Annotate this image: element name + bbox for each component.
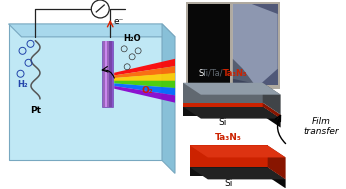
Polygon shape [114, 59, 175, 75]
Text: e⁻: e⁻ [113, 17, 124, 26]
Text: Si: Si [219, 118, 227, 127]
Polygon shape [190, 146, 268, 167]
Text: Ti/Ta/: Ti/Ta/ [201, 69, 223, 78]
Polygon shape [190, 167, 285, 179]
Polygon shape [233, 4, 277, 85]
Polygon shape [102, 41, 113, 107]
Polygon shape [183, 107, 281, 119]
Polygon shape [186, 2, 280, 89]
Text: Pt: Pt [30, 106, 41, 115]
Polygon shape [114, 86, 175, 103]
Text: Si: Si [225, 179, 233, 188]
Polygon shape [190, 146, 285, 157]
Polygon shape [9, 24, 162, 160]
Polygon shape [105, 41, 108, 107]
Polygon shape [183, 83, 281, 95]
Polygon shape [263, 103, 281, 119]
Polygon shape [162, 24, 175, 173]
Polygon shape [183, 107, 263, 116]
Polygon shape [114, 81, 175, 88]
Polygon shape [114, 66, 175, 78]
Polygon shape [114, 83, 175, 95]
Polygon shape [268, 167, 285, 188]
Polygon shape [107, 41, 110, 107]
Polygon shape [183, 103, 263, 107]
Polygon shape [103, 41, 106, 107]
Text: Ta₃N₅: Ta₃N₅ [215, 132, 242, 142]
Polygon shape [188, 4, 230, 85]
Text: Si: Si [198, 69, 206, 78]
Polygon shape [183, 83, 263, 103]
Circle shape [91, 0, 109, 18]
Text: O₂: O₂ [141, 86, 153, 95]
Polygon shape [268, 146, 285, 179]
Text: Ta₃N₅: Ta₃N₅ [223, 69, 247, 78]
Polygon shape [233, 59, 255, 85]
Text: Film
transfer: Film transfer [304, 117, 339, 136]
Text: H₂O: H₂O [123, 34, 141, 43]
Polygon shape [114, 73, 175, 81]
Polygon shape [9, 24, 175, 37]
Polygon shape [109, 41, 112, 107]
Text: H₂: H₂ [17, 80, 28, 89]
Polygon shape [190, 167, 268, 176]
Polygon shape [263, 83, 281, 115]
Polygon shape [263, 107, 281, 128]
Polygon shape [233, 4, 277, 85]
